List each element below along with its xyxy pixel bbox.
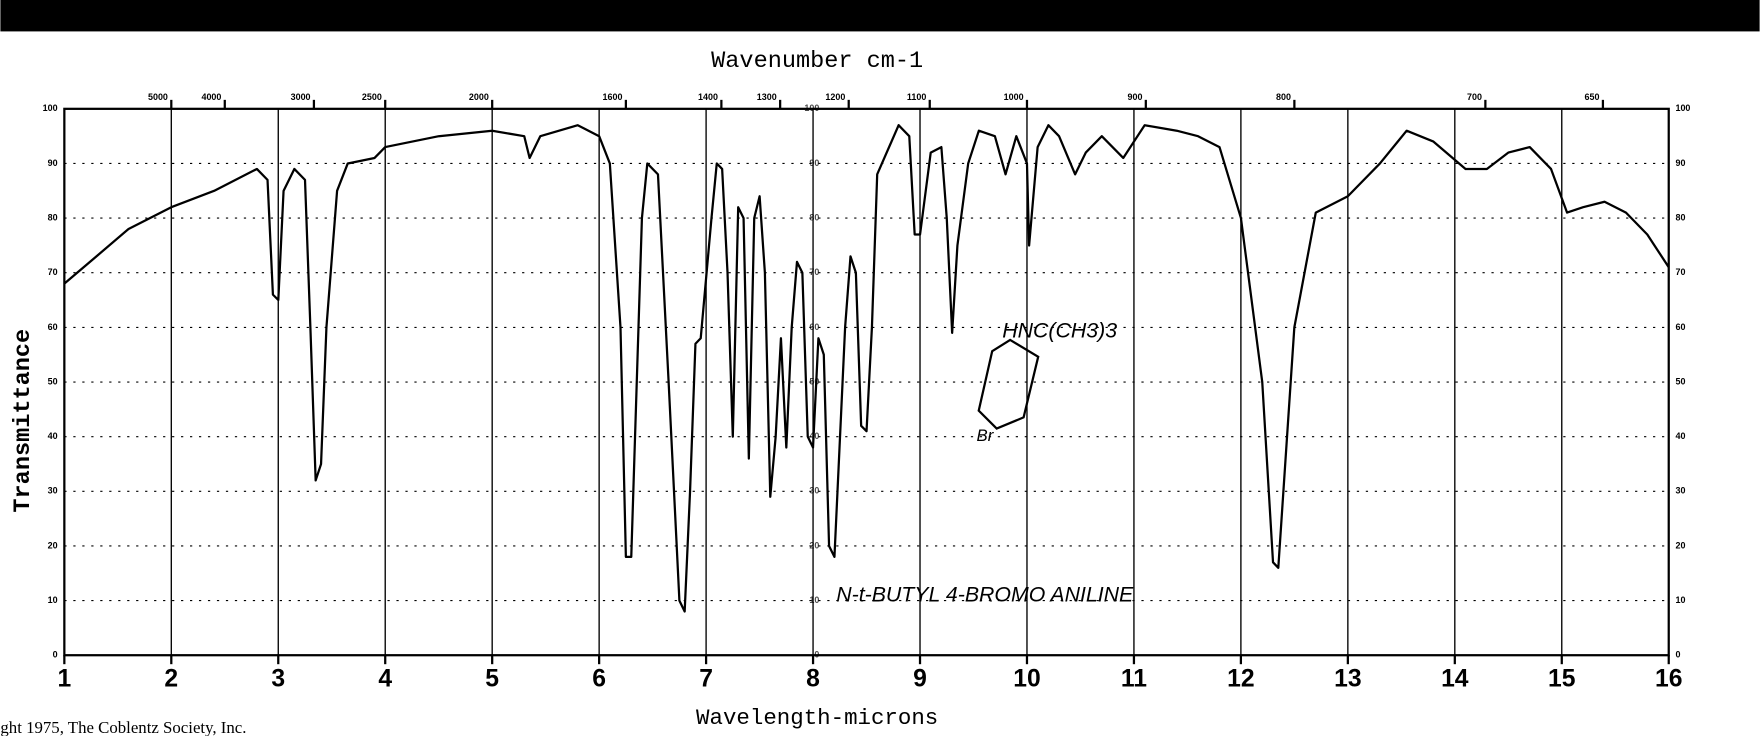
y-tick-label-mid: 0 bbox=[814, 650, 819, 660]
benzene-ring bbox=[977, 338, 1040, 430]
x-tick-label: 14 bbox=[1441, 665, 1469, 692]
y-tick-label-mid: 10 bbox=[809, 595, 819, 605]
y-tick-label-mid: 20 bbox=[809, 540, 819, 550]
y-tick-label-right: 70 bbox=[1675, 267, 1685, 277]
x-tick-label: 12 bbox=[1227, 665, 1254, 692]
y-tick-label: 0 bbox=[53, 650, 58, 660]
y-tick-label: 70 bbox=[48, 267, 58, 277]
top-bar bbox=[0, 0, 1760, 32]
y-tick-label-right: 80 bbox=[1675, 212, 1685, 222]
y-tick-label-right: 20 bbox=[1675, 540, 1685, 550]
x-tick-label: 2 bbox=[164, 665, 178, 692]
y-tick-label-mid: 70 bbox=[809, 267, 819, 277]
footer: ght 1975, The Coblentz Society, Inc. bbox=[0, 718, 246, 736]
compound-name: N-t-BUTYL 4-BROMO ANILINE bbox=[836, 582, 1134, 606]
y-tick-label-right: 50 bbox=[1675, 376, 1685, 386]
x-tick-label: 4 bbox=[378, 665, 392, 692]
wavenumber-label: 2000 bbox=[469, 92, 489, 102]
y-tick-label-mid: 90 bbox=[809, 158, 819, 168]
wavenumber-label: 5000 bbox=[148, 92, 168, 102]
x-tick-label: 7 bbox=[699, 665, 713, 692]
y-tick-label-right: 0 bbox=[1675, 650, 1680, 660]
y-tick-label: 30 bbox=[48, 486, 58, 496]
wavenumber-label: 4000 bbox=[201, 92, 221, 102]
wavenumber-label: 700 bbox=[1467, 92, 1482, 102]
y-tick-label: 20 bbox=[48, 540, 58, 550]
x-tick-label: 5 bbox=[485, 665, 499, 692]
y-axis-label: Transmittance bbox=[10, 329, 37, 513]
wavenumber-label: 650 bbox=[1585, 92, 1600, 102]
x-tick-label: 15 bbox=[1548, 665, 1576, 692]
wavenumber-label: 1000 bbox=[1004, 92, 1024, 102]
wavenumber-label: 3000 bbox=[291, 92, 311, 102]
wavenumber-label: 900 bbox=[1127, 92, 1142, 102]
y-tick-label: 90 bbox=[48, 158, 58, 168]
x-tick-label: 3 bbox=[271, 665, 285, 692]
y-tick-label: 40 bbox=[48, 431, 58, 441]
x-tick-label: 13 bbox=[1334, 665, 1361, 692]
wavenumber-label: 1600 bbox=[603, 92, 623, 102]
y-tick-label: 50 bbox=[48, 376, 58, 386]
x-tick-label: 6 bbox=[592, 665, 606, 692]
x-tick-label: 11 bbox=[1121, 665, 1147, 692]
wavenumber-label: 1200 bbox=[825, 92, 845, 102]
substituent-label: HNC(CH3)3 bbox=[1002, 319, 1117, 343]
y-tick-label-right: 90 bbox=[1675, 158, 1685, 168]
y-tick-label-mid: 80 bbox=[809, 212, 819, 222]
x-tick-label: 16 bbox=[1655, 665, 1682, 692]
x-axis-label: Wavelength-microns bbox=[696, 705, 938, 731]
y-tick-label-mid: 30 bbox=[809, 486, 819, 496]
x-tick-label: 1 bbox=[57, 665, 71, 692]
y-tick-label: 100 bbox=[43, 103, 58, 113]
y-tick-label: 80 bbox=[48, 212, 58, 222]
x-tick-label: 10 bbox=[1013, 665, 1040, 692]
bromine-label: Br bbox=[976, 426, 994, 445]
y-tick-label-mid: 50 bbox=[809, 376, 819, 386]
wavenumber-label: 1400 bbox=[698, 92, 718, 102]
y-tick-label: 60 bbox=[48, 322, 58, 332]
wavenumber-label: 1300 bbox=[757, 92, 777, 102]
y-tick-label-mid: 100 bbox=[804, 103, 819, 113]
y-tick-label-right: 40 bbox=[1675, 431, 1685, 441]
y-tick-label-mid: 60 bbox=[809, 322, 819, 332]
y-tick-label-right: 30 bbox=[1675, 486, 1685, 496]
y-tick-label-right: 60 bbox=[1675, 322, 1685, 332]
wavenumber-label: 800 bbox=[1276, 92, 1291, 102]
spectrum-line bbox=[63, 124, 1670, 613]
wavenumber-label: 2500 bbox=[362, 92, 382, 102]
y-tick-label: 10 bbox=[48, 595, 58, 605]
chart-title: Wavenumber cm-1 bbox=[711, 48, 923, 75]
y-tick-label-right: 10 bbox=[1675, 595, 1685, 605]
y-tick-label-right: 100 bbox=[1675, 103, 1690, 113]
wavenumber-label: 1100 bbox=[907, 92, 926, 102]
x-tick-label: 9 bbox=[913, 665, 927, 692]
x-tick-label: 8 bbox=[806, 665, 820, 692]
